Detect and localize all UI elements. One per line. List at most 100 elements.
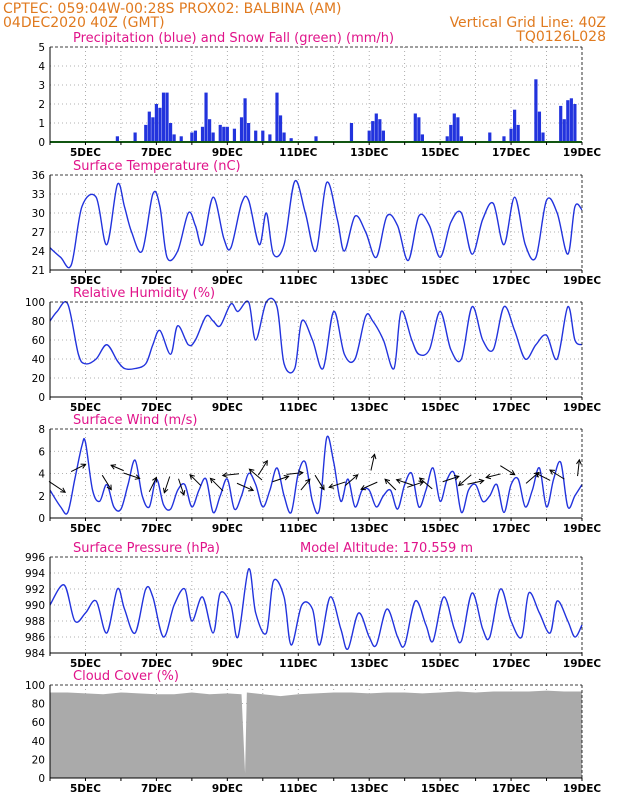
precip-bar: [413, 113, 417, 142]
y-tick-label: 100: [25, 680, 45, 692]
precip-bar: [417, 117, 421, 142]
panel-0: Precipitation (blue) and Snow Fall (gree…: [38, 31, 601, 159]
precip-bar: [566, 100, 570, 142]
precip-bar: [562, 119, 566, 142]
precip-bar: [374, 113, 378, 142]
wind-arrow: [535, 472, 551, 481]
panel-5: Cloud Cover (%) 0 20 40 60 80 100 5DEC 7DEC 9DEC 1…: [25, 669, 601, 795]
precip-bar: [133, 132, 137, 142]
y-tick-label: 0: [38, 137, 45, 149]
y-tick-label: 80: [32, 699, 45, 711]
wind-arrow: [360, 481, 378, 490]
precip-bar: [268, 134, 272, 142]
wind-arrowhead: [478, 478, 485, 485]
wind-arrowhead: [106, 484, 112, 491]
y-tick-label: 996: [25, 552, 45, 564]
wind-arrowhead: [305, 478, 311, 485]
wind-arrow: [442, 475, 460, 483]
wind-arrow: [70, 463, 86, 472]
x-tick-label: 11DEC: [279, 658, 318, 670]
header-grid-line: Vertical Grid Line: 40Z: [450, 15, 606, 31]
x-tick-label: 15DEC: [421, 275, 460, 287]
x-tick-label: 7DEC: [141, 275, 172, 287]
x-tick-label: 17DEC: [492, 147, 531, 159]
wind-arrowhead: [221, 472, 228, 478]
x-tick-label: 17DEC: [492, 523, 531, 535]
x-tick-label: 17DEC: [492, 658, 531, 670]
wind-arrow: [549, 469, 565, 480]
wind-arrowhead: [248, 468, 255, 475]
panel-annotation: Model Altitude: 170.559 m: [300, 541, 473, 556]
panel-2: Relative Humidity (%) 0 20 40 60 80 100 5DEC 7DE…: [25, 286, 601, 414]
precip-bar: [261, 130, 265, 142]
wind-arrow: [236, 482, 254, 491]
precip-bar: [513, 109, 517, 142]
precip-bar: [289, 138, 293, 142]
wind-arrow: [467, 480, 484, 485]
wind-arrow: [178, 478, 185, 496]
x-tick-label: 5DEC: [70, 523, 101, 535]
x-tick-label: 11DEC: [279, 147, 318, 159]
header-date: 04DEC2020 40Z (GMT): [3, 15, 165, 31]
wind-arrowhead: [283, 474, 290, 481]
y-tick-label: 30: [32, 208, 45, 220]
header-model-code: TQ0126L028: [515, 29, 606, 45]
precip-bar: [200, 126, 205, 142]
precip-bar: [172, 134, 176, 142]
y-tick-label: 60: [32, 717, 45, 729]
x-tick-label: 9DEC: [212, 147, 243, 159]
x-tick-label: 15DEC: [421, 402, 460, 414]
x-tick-label: 15DEC: [421, 658, 460, 670]
y-tick-label: 990: [25, 600, 45, 612]
panel-3: Surface Wind (m/s) 0 2 4 6 8 5DEC 7DEC 9DEC 11DEC…: [38, 413, 601, 535]
y-tick-label: 80: [32, 316, 45, 328]
precip-bar: [144, 124, 148, 142]
precip-bar: [232, 128, 237, 142]
wind-arrowhead: [162, 487, 169, 494]
precip-bar: [459, 136, 464, 142]
y-tick-label: 1: [38, 118, 45, 130]
precip-bar: [534, 79, 538, 142]
x-tick-label: 11DEC: [279, 783, 318, 795]
x-tick-label: 15DEC: [421, 147, 460, 159]
wind-arrowhead: [189, 474, 195, 480]
precip-bar: [573, 104, 577, 142]
series-line: [49, 568, 583, 650]
precip-bar: [179, 136, 183, 142]
precip-bar: [420, 134, 424, 142]
precip-bar: [218, 124, 222, 142]
precip-bar: [452, 113, 456, 142]
y-tick-label: 100: [25, 297, 45, 309]
panel-title: Precipitation (blue) and Snow Fall (gree…: [73, 31, 394, 46]
x-tick-label: 13DEC: [350, 523, 389, 535]
y-tick-label: 0: [38, 773, 45, 785]
x-tick-label: 9DEC: [212, 275, 243, 287]
precip-bar: [254, 130, 258, 142]
precip-bar: [349, 123, 354, 142]
precip-bar: [516, 124, 520, 142]
y-tick-label: 2: [38, 491, 45, 503]
wind-arrowhead: [384, 478, 391, 485]
precip-bar: [168, 123, 173, 142]
wind-arrow: [329, 481, 346, 488]
wind-arrow: [396, 479, 413, 486]
wind-arrow: [384, 478, 397, 491]
precip-bar: [225, 126, 229, 142]
precip-bar: [154, 104, 158, 142]
precip-bar: [115, 136, 119, 142]
precip-bar: [456, 117, 460, 142]
wind-arrowhead: [328, 483, 335, 489]
wind-arrowhead: [134, 474, 141, 480]
precip-bar: [275, 92, 279, 142]
wind-arrow: [314, 474, 325, 490]
wind-arrowhead: [248, 486, 255, 492]
wind-arrowhead: [319, 484, 325, 491]
precip-bar: [381, 130, 385, 142]
x-tick-label: 5DEC: [70, 402, 101, 414]
wind-arrowhead: [395, 478, 402, 484]
wind-arrow: [249, 468, 263, 481]
wind-arrowhead: [60, 487, 67, 493]
panel-4: Surface Pressure (hPa) Model Altitude: 17…: [25, 541, 601, 670]
wind-arrowhead: [370, 453, 377, 460]
